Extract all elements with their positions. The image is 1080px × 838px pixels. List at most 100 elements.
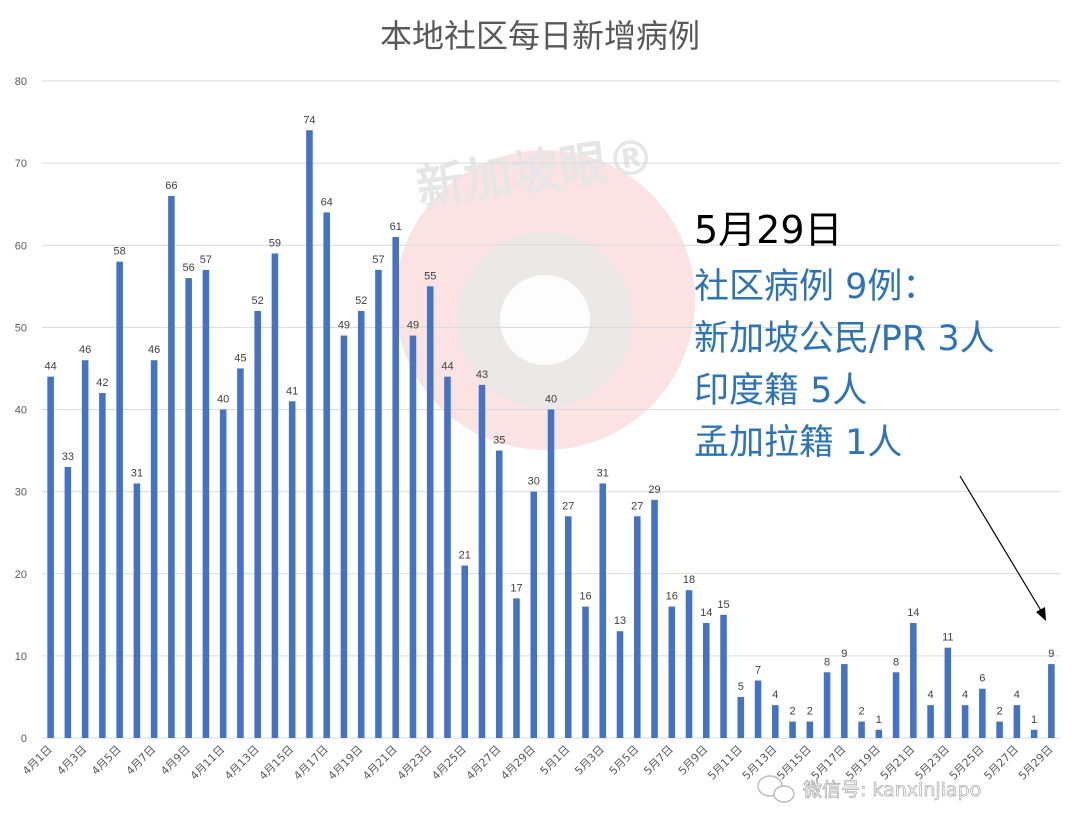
data-label: 33 [62,451,74,463]
bar [340,335,348,738]
data-label: 15 [717,599,729,611]
x-tick-label: 4月5日 [89,743,124,778]
x-tick-label: 5月1日 [538,743,573,778]
bar [81,360,89,738]
data-label: 16 [579,591,591,603]
bar [323,212,330,738]
x-tick-label: 4月13日 [222,743,262,783]
data-label: 8 [824,656,830,668]
x-tick-label: 4月11日 [188,743,228,783]
data-label: 27 [562,500,574,512]
data-label: 11 [942,632,953,644]
bar [875,729,883,738]
data-label: 2 [789,706,795,718]
bar [64,466,72,738]
x-tick-label: 4月19日 [326,743,366,783]
x-tick-label: 5月27日 [981,743,1021,783]
data-label: 1 [876,714,882,726]
bar [858,721,865,738]
x-tick-label: 4月15日 [257,743,297,783]
data-label: 29 [648,484,660,496]
bar [185,278,192,738]
bar [150,360,158,738]
data-label: 44 [45,361,57,373]
data-label: 18 [683,574,695,586]
data-label: 21 [459,550,471,562]
bar [357,310,365,738]
data-label: 7 [755,665,761,677]
bar [599,483,607,738]
x-axis: 4月1日 4月3日 4月5日 4月7日 4月9日4月11日4月13日4月15日4月17日… [20,743,1055,783]
x-tick-label: 5月21日 [878,743,918,783]
y-tick-label: 30 [15,487,27,499]
x-tick-label: 4月1日 [20,743,55,778]
data-label: 42 [96,377,108,389]
data-label: 31 [131,467,143,479]
data-label: 2 [997,706,1003,718]
data-label: 2 [859,706,865,718]
bar [910,623,917,738]
x-tick-label: 4月29日 [498,743,538,783]
data-label: 31 [597,467,609,479]
data-label: 35 [493,435,505,447]
bar [254,310,261,738]
data-label: 14 [700,607,712,619]
x-tick-label: 4月7日 [124,743,159,778]
x-tick-label: 4月17日 [291,743,331,783]
data-label: 9 [1048,648,1054,660]
bar [892,672,900,738]
bar [547,409,555,738]
footer-text: 微信号: kanxinjiapo [803,779,981,801]
data-label: 64 [321,196,333,208]
data-label: 61 [390,221,402,233]
data-label: 49 [407,320,419,332]
bar [530,491,538,738]
bars [47,130,1055,739]
bar [720,614,727,738]
x-tick-label: 4月3日 [55,743,90,778]
bar [668,606,676,738]
bar [288,401,296,738]
annotation: 5月29日 社区病例 9例： 新加坡公民/PR 3人 印度籍 5人 孟加拉籍 1… [694,208,1046,621]
data-label: 4 [1014,689,1020,701]
bar [168,195,175,739]
bar [426,286,434,738]
y-tick-label: 40 [15,405,27,417]
bar [996,721,1003,738]
y-tick-label: 0 [21,733,27,745]
x-tick-label: 5月17日 [809,743,849,783]
y-tick-label: 10 [15,651,27,663]
footer: 微信号: kanxinjiapo [757,775,982,803]
x-tick-label: 5月5日 [607,743,642,778]
data-label: 56 [183,262,195,274]
bar [375,269,382,738]
bar [703,623,710,738]
wechat-icon [757,775,795,803]
data-label: 52 [252,295,264,307]
data-label: 46 [79,344,91,356]
bar [461,565,469,738]
data-label: 59 [269,237,281,249]
bar [737,696,745,738]
bar [633,516,641,738]
data-label: 40 [217,394,229,406]
x-tick-label: 4月23日 [395,743,435,783]
data-label: 49 [338,320,350,332]
data-label: 44 [441,361,453,373]
bar [685,590,693,738]
annotation-date: 5月29日 [694,208,843,252]
bar [409,335,417,738]
bar [1013,705,1021,738]
bar [806,721,814,738]
data-label: 52 [355,295,367,307]
data-label: 17 [510,582,522,594]
bar [444,376,451,738]
bar [1048,664,1055,738]
data-label: 13 [614,615,626,627]
x-tick-label: 5月19日 [843,743,883,783]
data-label: 4 [928,689,934,701]
bar [616,631,624,738]
data-labels: 4433464258314666565740455259417464495257… [45,114,1055,726]
data-label: 57 [200,254,212,266]
